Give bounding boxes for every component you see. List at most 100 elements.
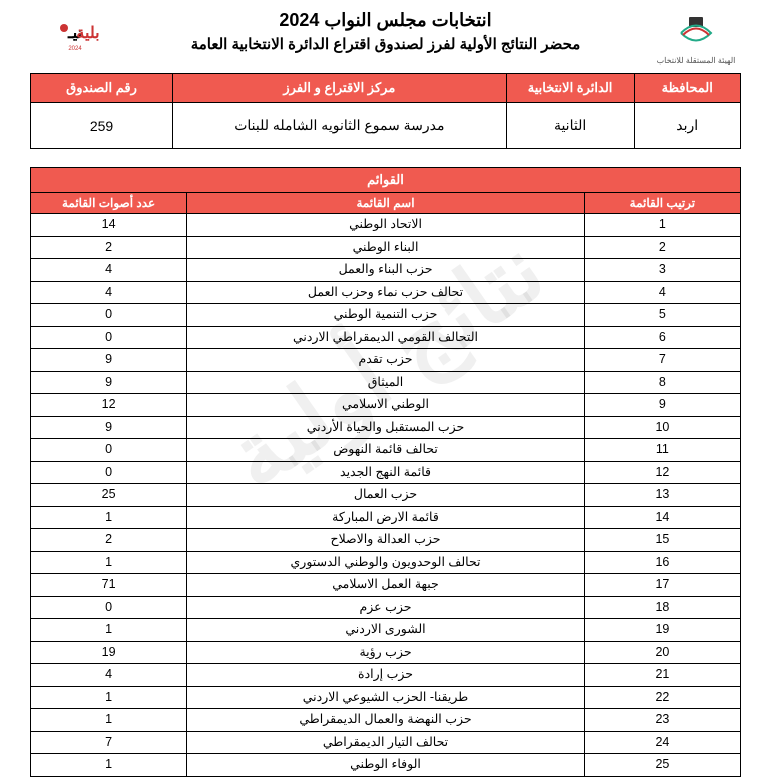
- table-row: 1الاتحاد الوطني14: [31, 214, 741, 237]
- cell-votes: 14: [31, 214, 187, 237]
- cell-rank: 17: [584, 574, 740, 597]
- cell-rank: 19: [584, 619, 740, 642]
- cell-name: الشورى الاردني: [187, 619, 585, 642]
- table-row: 2البناء الوطني2: [31, 236, 741, 259]
- svg-text:بلية: بلية: [76, 25, 99, 42]
- cell-votes: 7: [31, 731, 187, 754]
- cell-rank: 16: [584, 551, 740, 574]
- cell-votes: 9: [31, 349, 187, 372]
- cell-votes: 9: [31, 371, 187, 394]
- page-subtitle: محضر النتائج الأولية لفرز لصندوق اقتراع …: [120, 35, 651, 53]
- table-row: 10حزب المستقبل والحياة الأردني9: [31, 416, 741, 439]
- lists-header-rank: ترتيب القائمة: [584, 193, 740, 214]
- table-row: 23حزب النهضة والعمال الديمقراطي1: [31, 709, 741, 732]
- cell-name: حزب البناء والعمل: [187, 259, 585, 282]
- table-row: 20حزب رؤية19: [31, 641, 741, 664]
- cell-rank: 7: [584, 349, 740, 372]
- table-row: 12قائمة النهج الجديد0: [31, 461, 741, 484]
- cell-rank: 11: [584, 439, 740, 462]
- lists-header-votes: عدد أصوات القائمة: [31, 193, 187, 214]
- table-row: 17جبهة العمل الاسلامي71: [31, 574, 741, 597]
- cell-name: جبهة العمل الاسلامي: [187, 574, 585, 597]
- cell-name: الميثاق: [187, 371, 585, 394]
- info-value-governorate: اربد: [634, 103, 741, 149]
- cell-name: الاتحاد الوطني: [187, 214, 585, 237]
- lists-super-header: القوائم: [31, 168, 741, 193]
- cell-rank: 8: [584, 371, 740, 394]
- table-row: 15حزب العدالة والاصلاح2: [31, 529, 741, 552]
- cell-votes: 1: [31, 619, 187, 642]
- cell-rank: 23: [584, 709, 740, 732]
- cell-votes: 9: [31, 416, 187, 439]
- cell-votes: 4: [31, 281, 187, 304]
- cell-name: طريقنا- الحزب الشيوعي الاردني: [187, 686, 585, 709]
- table-row: 5حزب التنمية الوطني0: [31, 304, 741, 327]
- cell-name: حزب عزم: [187, 596, 585, 619]
- lists-header-name: اسم القائمة: [187, 193, 585, 214]
- table-row: 21حزب إرادة4: [31, 664, 741, 687]
- table-row: 25الوفاء الوطني1: [31, 754, 741, 777]
- cell-rank: 22: [584, 686, 740, 709]
- cell-votes: 2: [31, 529, 187, 552]
- cell-votes: 0: [31, 461, 187, 484]
- cell-name: التحالف القومي الديمقراطي الاردني: [187, 326, 585, 349]
- table-row: 14قائمة الارض المباركة1: [31, 506, 741, 529]
- info-header-governorate: المحافظة: [634, 74, 741, 103]
- cell-rank: 14: [584, 506, 740, 529]
- cell-rank: 21: [584, 664, 740, 687]
- svg-text:2024: 2024: [68, 46, 82, 52]
- info-header-box: رقم الصندوق: [31, 74, 173, 103]
- cell-votes: 1: [31, 754, 187, 777]
- cell-rank: 20: [584, 641, 740, 664]
- cell-votes: 1: [31, 506, 187, 529]
- cell-name: حزب العمال: [187, 484, 585, 507]
- cell-votes: 25: [31, 484, 187, 507]
- cell-name: تحالف قائمة النهوض: [187, 439, 585, 462]
- table-row: 6التحالف القومي الديمقراطي الاردني0: [31, 326, 741, 349]
- iec-logo-text: الهيئة المستقلة للانتخاب: [657, 56, 736, 65]
- cell-name: حزب التنمية الوطني: [187, 304, 585, 327]
- cell-rank: 25: [584, 754, 740, 777]
- info-table: المحافظة الدائرة الانتخابية مركز الاقترا…: [30, 73, 741, 149]
- cell-rank: 5: [584, 304, 740, 327]
- cell-rank: 3: [584, 259, 740, 282]
- cell-rank: 10: [584, 416, 740, 439]
- cell-rank: 13: [584, 484, 740, 507]
- cell-rank: 9: [584, 394, 740, 417]
- cell-rank: 24: [584, 731, 740, 754]
- cell-name: قائمة الارض المباركة: [187, 506, 585, 529]
- table-row: 11تحالف قائمة النهوض0: [31, 439, 741, 462]
- info-header-center: مركز الاقتراع و الفرز: [173, 74, 507, 103]
- cell-votes: 1: [31, 686, 187, 709]
- cell-rank: 2: [584, 236, 740, 259]
- table-row: 8الميثاق9: [31, 371, 741, 394]
- cell-name: حزب المستقبل والحياة الأردني: [187, 416, 585, 439]
- table-row: 16تحالف الوحدويون والوطني الدستوري1: [31, 551, 741, 574]
- cell-votes: 19: [31, 641, 187, 664]
- cell-votes: 0: [31, 304, 187, 327]
- cell-name: حزب النهضة والعمال الديمقراطي: [187, 709, 585, 732]
- cell-rank: 15: [584, 529, 740, 552]
- cell-votes: 1: [31, 709, 187, 732]
- cell-name: تحالف التيار الديمقراطي: [187, 731, 585, 754]
- info-header-district: الدائرة الانتخابية: [506, 74, 634, 103]
- cell-name: حزب إرادة: [187, 664, 585, 687]
- cell-votes: 4: [31, 664, 187, 687]
- parliamentary-logo: نيـ بلية 2024: [30, 10, 120, 65]
- cell-votes: 0: [31, 439, 187, 462]
- page-title: انتخابات مجلس النواب 2024: [120, 10, 651, 31]
- iec-logo: الهيئة المستقلة للانتخاب: [651, 10, 741, 65]
- cell-rank: 18: [584, 596, 740, 619]
- info-value-district: الثانية: [506, 103, 634, 149]
- cell-name: البناء الوطني: [187, 236, 585, 259]
- table-row: 7حزب تقدم9: [31, 349, 741, 372]
- cell-rank: 1: [584, 214, 740, 237]
- cell-votes: 71: [31, 574, 187, 597]
- cell-rank: 4: [584, 281, 740, 304]
- cell-name: تحالف الوحدويون والوطني الدستوري: [187, 551, 585, 574]
- cell-votes: 0: [31, 326, 187, 349]
- cell-votes: 12: [31, 394, 187, 417]
- cell-name: الوفاء الوطني: [187, 754, 585, 777]
- cell-name: حزب رؤية: [187, 641, 585, 664]
- table-row: 9الوطني الاسلامي12: [31, 394, 741, 417]
